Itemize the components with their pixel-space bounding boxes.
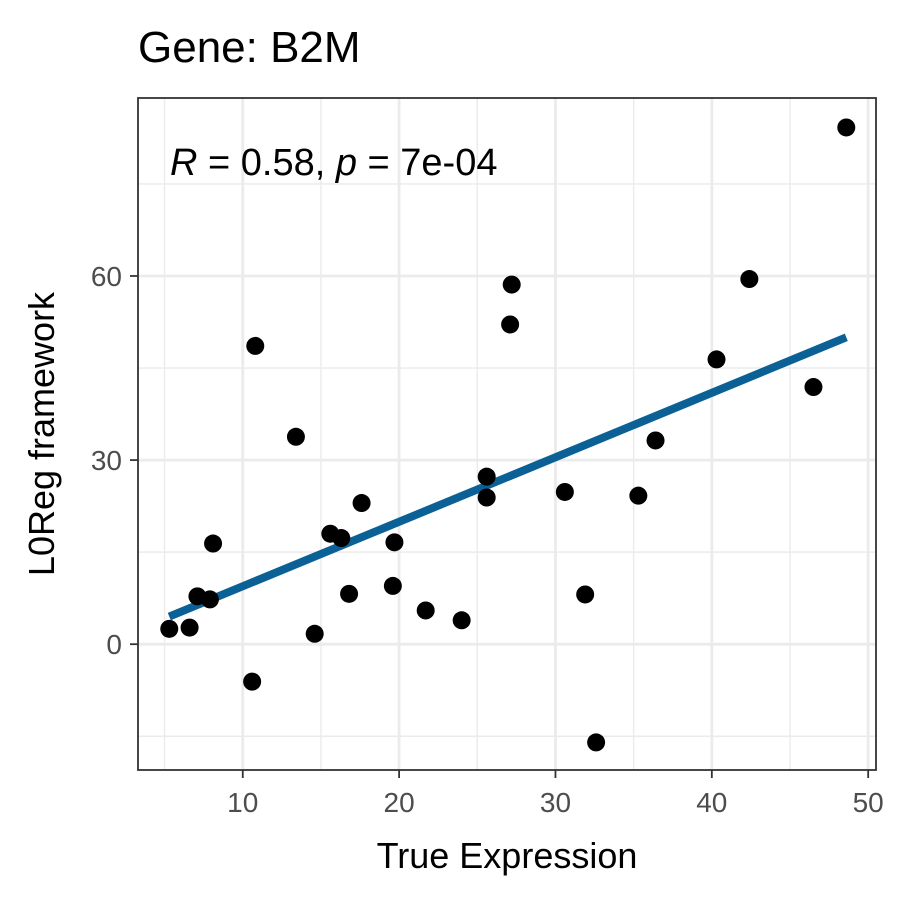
regression-line-group [167, 333, 848, 621]
data-point [576, 585, 595, 604]
data-point [340, 584, 359, 603]
grid-lines [138, 98, 876, 770]
y-tick-label: 60 [91, 261, 122, 292]
x-tick-label: 30 [540, 787, 571, 818]
plot-panel-border [137, 97, 877, 771]
data-point [707, 350, 726, 369]
data-point [501, 315, 520, 334]
x-tick-label: 10 [227, 787, 258, 818]
data-point [160, 619, 179, 638]
data-point [286, 427, 305, 446]
data-point [587, 733, 606, 752]
p-value: = 7e-04 [357, 142, 498, 184]
y-tick-label: 30 [91, 445, 122, 476]
data-point [477, 467, 496, 486]
x-tick-label: 20 [384, 787, 415, 818]
data-point [740, 270, 759, 289]
data-point [200, 590, 219, 609]
y-axis-label: L0Reg framework [21, 291, 62, 576]
data-point [246, 336, 265, 355]
x-axis-label: True Expression [377, 835, 638, 876]
data-point [416, 601, 435, 620]
y-tick-label: 0 [106, 629, 122, 660]
data-point [804, 378, 823, 397]
data-point [646, 431, 665, 450]
data-point [452, 611, 471, 630]
r-value: = 0.58, [197, 142, 335, 184]
data-point [502, 275, 521, 294]
y-axis-ticks: 0 30 60 [91, 261, 138, 660]
data-point [555, 482, 574, 501]
chart-title: Gene: B2M [138, 23, 361, 72]
data-point [629, 486, 648, 505]
x-tick-label: 40 [696, 787, 727, 818]
data-point [243, 672, 262, 691]
data-point [837, 118, 856, 137]
p-symbol: p [335, 142, 357, 184]
regression-line [167, 333, 848, 621]
data-point [204, 534, 223, 553]
data-point [180, 618, 199, 637]
data-points [160, 118, 856, 752]
data-point [385, 533, 404, 552]
x-axis-ticks: 10 20 30 40 50 [227, 770, 884, 818]
x-tick-label: 50 [853, 787, 884, 818]
data-point [352, 494, 371, 513]
data-point [305, 624, 324, 643]
correlation-annotation: R = 0.58, p = 7e-04 [170, 142, 497, 184]
data-point [477, 488, 496, 507]
r-symbol: R [170, 142, 197, 184]
data-point [383, 576, 402, 595]
data-point [332, 529, 351, 548]
